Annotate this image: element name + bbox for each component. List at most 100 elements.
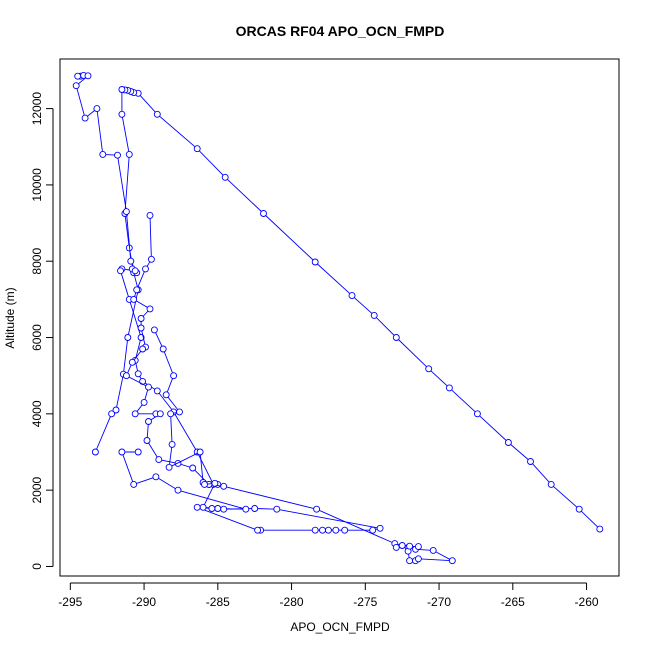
data-point bbox=[176, 408, 183, 416]
data-point bbox=[211, 479, 219, 487]
data-point bbox=[170, 372, 178, 380]
data-point bbox=[130, 480, 138, 488]
data-point bbox=[193, 145, 201, 153]
data-point bbox=[124, 334, 132, 341]
data-point bbox=[414, 555, 422, 563]
data-point bbox=[145, 383, 152, 391]
data-point bbox=[133, 286, 141, 294]
data-point bbox=[596, 525, 604, 533]
data-point bbox=[139, 345, 147, 353]
data-point bbox=[108, 410, 116, 418]
data-point bbox=[196, 448, 204, 456]
data-point bbox=[130, 295, 138, 303]
series-layer bbox=[72, 71, 604, 565]
data-point bbox=[162, 391, 170, 399]
data-point bbox=[146, 211, 154, 219]
data-point bbox=[193, 503, 201, 511]
data-point bbox=[118, 448, 126, 456]
data-point bbox=[189, 464, 197, 472]
data-point bbox=[91, 448, 99, 456]
data-point bbox=[251, 505, 259, 512]
x-axis: -295 -290 -285 -280 -275 -270 -265 -260 bbox=[58, 582, 599, 609]
data-point bbox=[406, 557, 414, 565]
data-point bbox=[547, 480, 555, 488]
y-tick-label: 12000 bbox=[30, 92, 44, 126]
data-point bbox=[139, 377, 147, 385]
data-point bbox=[406, 542, 414, 550]
x-tick-label: -270 bbox=[427, 595, 451, 609]
series-line bbox=[121, 329, 381, 531]
series-4 bbox=[118, 326, 384, 534]
y-tick-label: 10000 bbox=[30, 168, 44, 202]
data-point bbox=[147, 255, 155, 263]
data-point bbox=[220, 482, 228, 490]
data-point bbox=[341, 526, 349, 534]
x-tick-label: -260 bbox=[575, 595, 599, 609]
data-point bbox=[128, 358, 136, 366]
data-point bbox=[324, 526, 332, 534]
data-point bbox=[445, 384, 453, 392]
data-point bbox=[112, 406, 120, 414]
data-point bbox=[527, 458, 534, 465]
data-point bbox=[145, 418, 152, 425]
data-point bbox=[392, 543, 400, 551]
data-point bbox=[142, 265, 149, 273]
data-point bbox=[392, 334, 400, 341]
data-point bbox=[118, 86, 126, 93]
data-point bbox=[448, 557, 456, 565]
y-tick-label: 8000 bbox=[30, 248, 44, 275]
data-point bbox=[273, 505, 281, 513]
data-point bbox=[84, 72, 92, 80]
data-point bbox=[134, 448, 142, 456]
x-tick-label: -275 bbox=[353, 595, 377, 609]
data-point bbox=[146, 305, 154, 313]
data-point bbox=[376, 524, 384, 532]
data-point bbox=[131, 267, 139, 275]
data-point bbox=[504, 439, 512, 446]
data-point bbox=[369, 526, 377, 534]
data-point bbox=[313, 505, 321, 513]
data-point bbox=[81, 114, 89, 122]
data-point bbox=[72, 82, 80, 90]
data-point bbox=[473, 410, 481, 418]
x-axis-label: APO_OCN_FMPD bbox=[290, 620, 390, 634]
y-axis: 0 2000 4000 6000 8000 10000 12000 bbox=[30, 92, 54, 570]
data-point bbox=[398, 542, 406, 549]
data-point bbox=[575, 505, 583, 513]
plot-frame bbox=[59, 58, 620, 577]
data-point bbox=[127, 257, 135, 265]
y-axis-label: Altitude (m) bbox=[3, 287, 17, 348]
data-point bbox=[118, 110, 126, 118]
data-point bbox=[429, 546, 437, 554]
y-tick-label: 0 bbox=[30, 563, 44, 570]
data-point bbox=[260, 210, 267, 217]
data-point bbox=[242, 505, 250, 513]
data-point bbox=[134, 370, 142, 378]
y-tick-label: 2000 bbox=[30, 476, 44, 503]
data-point bbox=[122, 208, 130, 216]
data-point bbox=[201, 480, 208, 488]
data-point bbox=[319, 526, 326, 534]
data-point bbox=[140, 398, 148, 406]
data-point bbox=[137, 315, 145, 322]
data-point bbox=[74, 72, 82, 80]
chart-title: ORCAS RF04 APO_OCN_FMPD bbox=[236, 23, 445, 39]
x-tick-label: -290 bbox=[132, 595, 156, 609]
data-point bbox=[214, 505, 222, 512]
data-point bbox=[114, 151, 121, 159]
data-point bbox=[199, 503, 207, 511]
data-point bbox=[156, 410, 164, 418]
y-tick-label: 6000 bbox=[30, 324, 44, 351]
data-point bbox=[150, 326, 158, 334]
data-point bbox=[165, 463, 173, 471]
x-tick-label: -265 bbox=[501, 595, 525, 609]
data-point bbox=[153, 110, 161, 118]
data-point bbox=[131, 410, 139, 418]
data-point bbox=[167, 410, 175, 418]
data-point bbox=[153, 387, 161, 395]
data-point bbox=[117, 267, 124, 275]
x-tick-label: -295 bbox=[58, 595, 82, 609]
data-point bbox=[143, 437, 151, 444]
data-point bbox=[99, 150, 107, 158]
